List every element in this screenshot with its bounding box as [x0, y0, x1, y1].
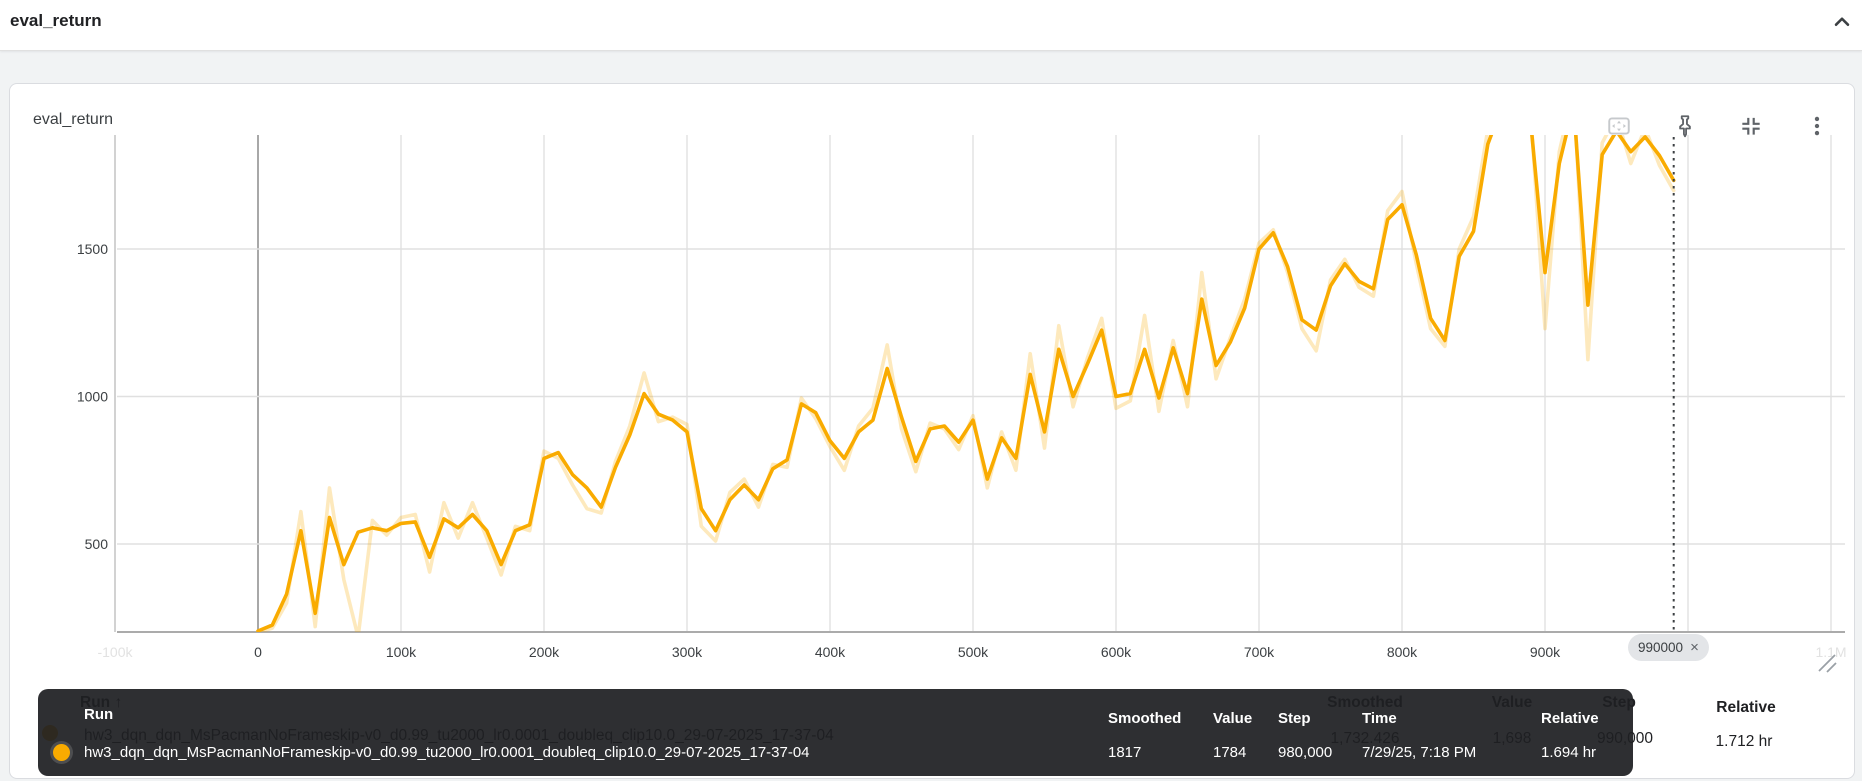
- section-header: eval_return: [0, 0, 1862, 51]
- tooltip-run-name: hw3_dqn_dqn_MsPacmanNoFrameskip-v0_d0.99…: [84, 744, 810, 761]
- more-menu-icon: [1814, 116, 1820, 136]
- hover-tooltip: Run Smoothed Value Step Time Relative hw…: [38, 689, 1633, 776]
- collapse-card-icon: [1742, 117, 1760, 135]
- section-title: eval_return: [10, 11, 102, 30]
- tooltip-step-header: Step: [1278, 710, 1311, 727]
- run-table: Run ↑ Smoothed Value Step Relative hw3_d…: [9, 0, 1853, 777]
- tooltip-relative-value: 1.694 hr: [1541, 744, 1597, 761]
- tooltip-run-header: Run: [84, 706, 114, 723]
- tooltip-value-value: 1784: [1213, 744, 1247, 761]
- relative-column-header[interactable]: Relative: [1716, 699, 1776, 716]
- pin-button[interactable]: [1670, 111, 1700, 141]
- tooltip-time-value: 7/29/25, 7:18 PM: [1362, 744, 1477, 761]
- tooltip-smoothed-header: Smoothed: [1108, 710, 1182, 727]
- step-cursor-value: 990000: [1638, 640, 1684, 655]
- more-menu-button[interactable]: [1802, 111, 1832, 141]
- section-collapse-button[interactable]: [1824, 5, 1860, 41]
- pin-icon: [1679, 115, 1691, 138]
- chevron-up-icon: [1834, 17, 1850, 27]
- full-size-button[interactable]: [1604, 111, 1634, 141]
- tooltip-run-color-dot: [53, 744, 70, 761]
- close-icon[interactable]: ×: [1690, 639, 1699, 656]
- tooltip-time-header: Time: [1362, 710, 1397, 727]
- tooltip-value-header: Value: [1213, 710, 1253, 727]
- tooltip-step-value: 980,000: [1278, 744, 1333, 761]
- tooltip-relative-header: Relative: [1541, 710, 1599, 727]
- step-cursor-chip[interactable]: 990000 ×: [1628, 634, 1709, 661]
- card-title: eval_return: [33, 111, 114, 128]
- tooltip-smoothed-value: 1817: [1108, 744, 1142, 761]
- full-size-icon: [1608, 117, 1630, 135]
- relative-cell: 1.712 hr: [1715, 733, 1773, 750]
- card-toolbar: [1604, 111, 1832, 143]
- collapse-card-button[interactable]: [1736, 111, 1766, 141]
